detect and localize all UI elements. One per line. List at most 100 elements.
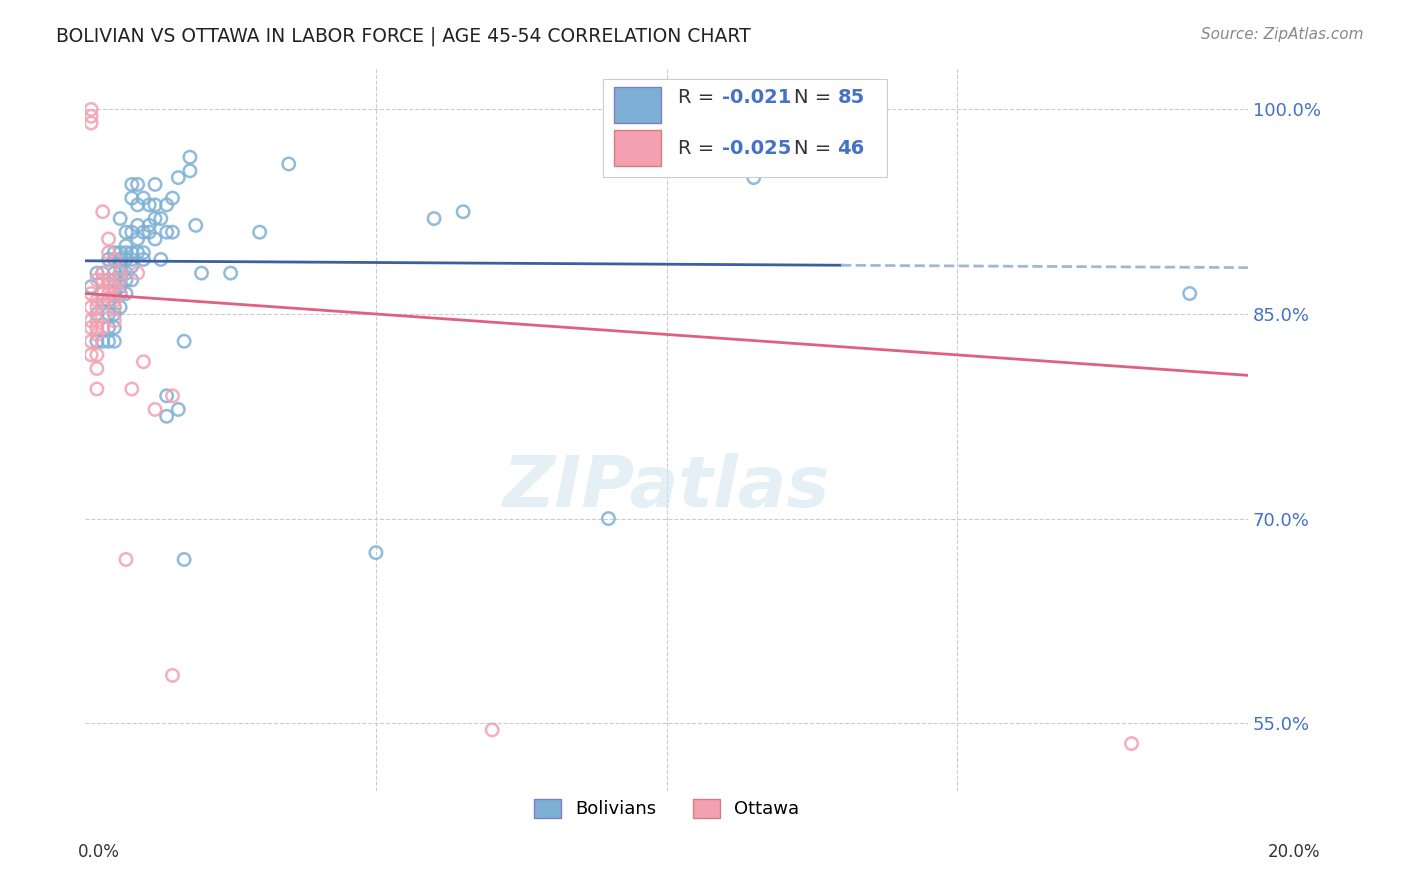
Point xyxy=(80,348,103,362)
Point xyxy=(103,320,125,334)
Point xyxy=(97,273,120,287)
Point xyxy=(451,204,474,219)
Point xyxy=(121,273,143,287)
Point xyxy=(103,300,125,314)
Point xyxy=(132,191,155,205)
Point xyxy=(121,225,143,239)
Point xyxy=(86,300,108,314)
Point xyxy=(121,245,143,260)
Point xyxy=(103,307,125,321)
Point xyxy=(80,314,103,328)
Point xyxy=(97,307,120,321)
Point xyxy=(115,245,138,260)
Point xyxy=(156,225,179,239)
Point xyxy=(277,157,299,171)
Point xyxy=(108,266,131,280)
Point xyxy=(103,286,125,301)
Point xyxy=(108,252,131,267)
Point xyxy=(91,293,114,308)
Point xyxy=(108,300,131,314)
Point xyxy=(80,279,103,293)
Point xyxy=(127,219,149,233)
Point xyxy=(91,286,114,301)
Point xyxy=(86,320,108,334)
Point xyxy=(162,191,184,205)
Point xyxy=(156,389,179,403)
Text: Source: ZipAtlas.com: Source: ZipAtlas.com xyxy=(1201,27,1364,42)
Point xyxy=(115,286,138,301)
Point xyxy=(80,320,103,334)
Point xyxy=(91,286,114,301)
Point xyxy=(167,170,190,185)
Text: 0.0%: 0.0% xyxy=(77,843,120,861)
Point xyxy=(97,334,120,349)
Point xyxy=(156,198,179,212)
Point xyxy=(115,273,138,287)
Point xyxy=(97,232,120,246)
Point xyxy=(103,245,125,260)
Point xyxy=(143,198,166,212)
Point xyxy=(173,334,195,349)
Point xyxy=(149,252,172,267)
Text: 85: 85 xyxy=(838,88,865,107)
Point xyxy=(86,273,108,287)
Point xyxy=(143,232,166,246)
Text: 46: 46 xyxy=(838,138,865,158)
Point xyxy=(423,211,446,226)
Point xyxy=(108,273,131,287)
Point xyxy=(138,225,160,239)
Point xyxy=(127,266,149,280)
Point xyxy=(91,300,114,314)
Text: BOLIVIAN VS OTTAWA IN LABOR FORCE | AGE 45-54 CORRELATION CHART: BOLIVIAN VS OTTAWA IN LABOR FORCE | AGE … xyxy=(56,27,751,46)
Point xyxy=(103,334,125,349)
Text: R =: R = xyxy=(678,138,721,158)
Point xyxy=(103,314,125,328)
Point xyxy=(127,232,149,246)
Text: R =: R = xyxy=(678,88,721,107)
Point xyxy=(97,279,120,293)
Point xyxy=(115,266,138,280)
Point xyxy=(115,252,138,267)
Point xyxy=(97,320,120,334)
Point xyxy=(364,546,387,560)
Point xyxy=(103,266,125,280)
Point xyxy=(108,211,131,226)
Point xyxy=(97,286,120,301)
Point xyxy=(184,219,207,233)
Point xyxy=(80,286,103,301)
Point xyxy=(179,150,201,164)
Point xyxy=(481,723,503,737)
Point xyxy=(249,225,271,239)
Point xyxy=(167,402,190,417)
Point xyxy=(115,552,138,566)
Point xyxy=(138,219,160,233)
Point xyxy=(91,320,114,334)
Point xyxy=(91,266,114,280)
Point xyxy=(143,402,166,417)
Point xyxy=(132,355,155,369)
Point xyxy=(1178,286,1201,301)
Point xyxy=(219,266,242,280)
Point xyxy=(162,389,184,403)
Point xyxy=(190,266,212,280)
Point xyxy=(86,293,108,308)
Point xyxy=(86,266,108,280)
Point xyxy=(80,116,103,130)
Text: -0.025: -0.025 xyxy=(723,138,792,158)
Point xyxy=(103,252,125,267)
Point xyxy=(108,259,131,273)
Point xyxy=(143,178,166,192)
Point xyxy=(121,178,143,192)
Point xyxy=(108,266,131,280)
Point xyxy=(156,409,179,424)
Point xyxy=(742,170,765,185)
Point xyxy=(103,300,125,314)
Point xyxy=(97,252,120,267)
Point xyxy=(108,286,131,301)
Point xyxy=(115,239,138,253)
Text: ZIPatlas: ZIPatlas xyxy=(503,453,831,522)
Point xyxy=(121,259,143,273)
Point xyxy=(115,225,138,239)
Point xyxy=(91,266,114,280)
Text: N =: N = xyxy=(794,88,838,107)
